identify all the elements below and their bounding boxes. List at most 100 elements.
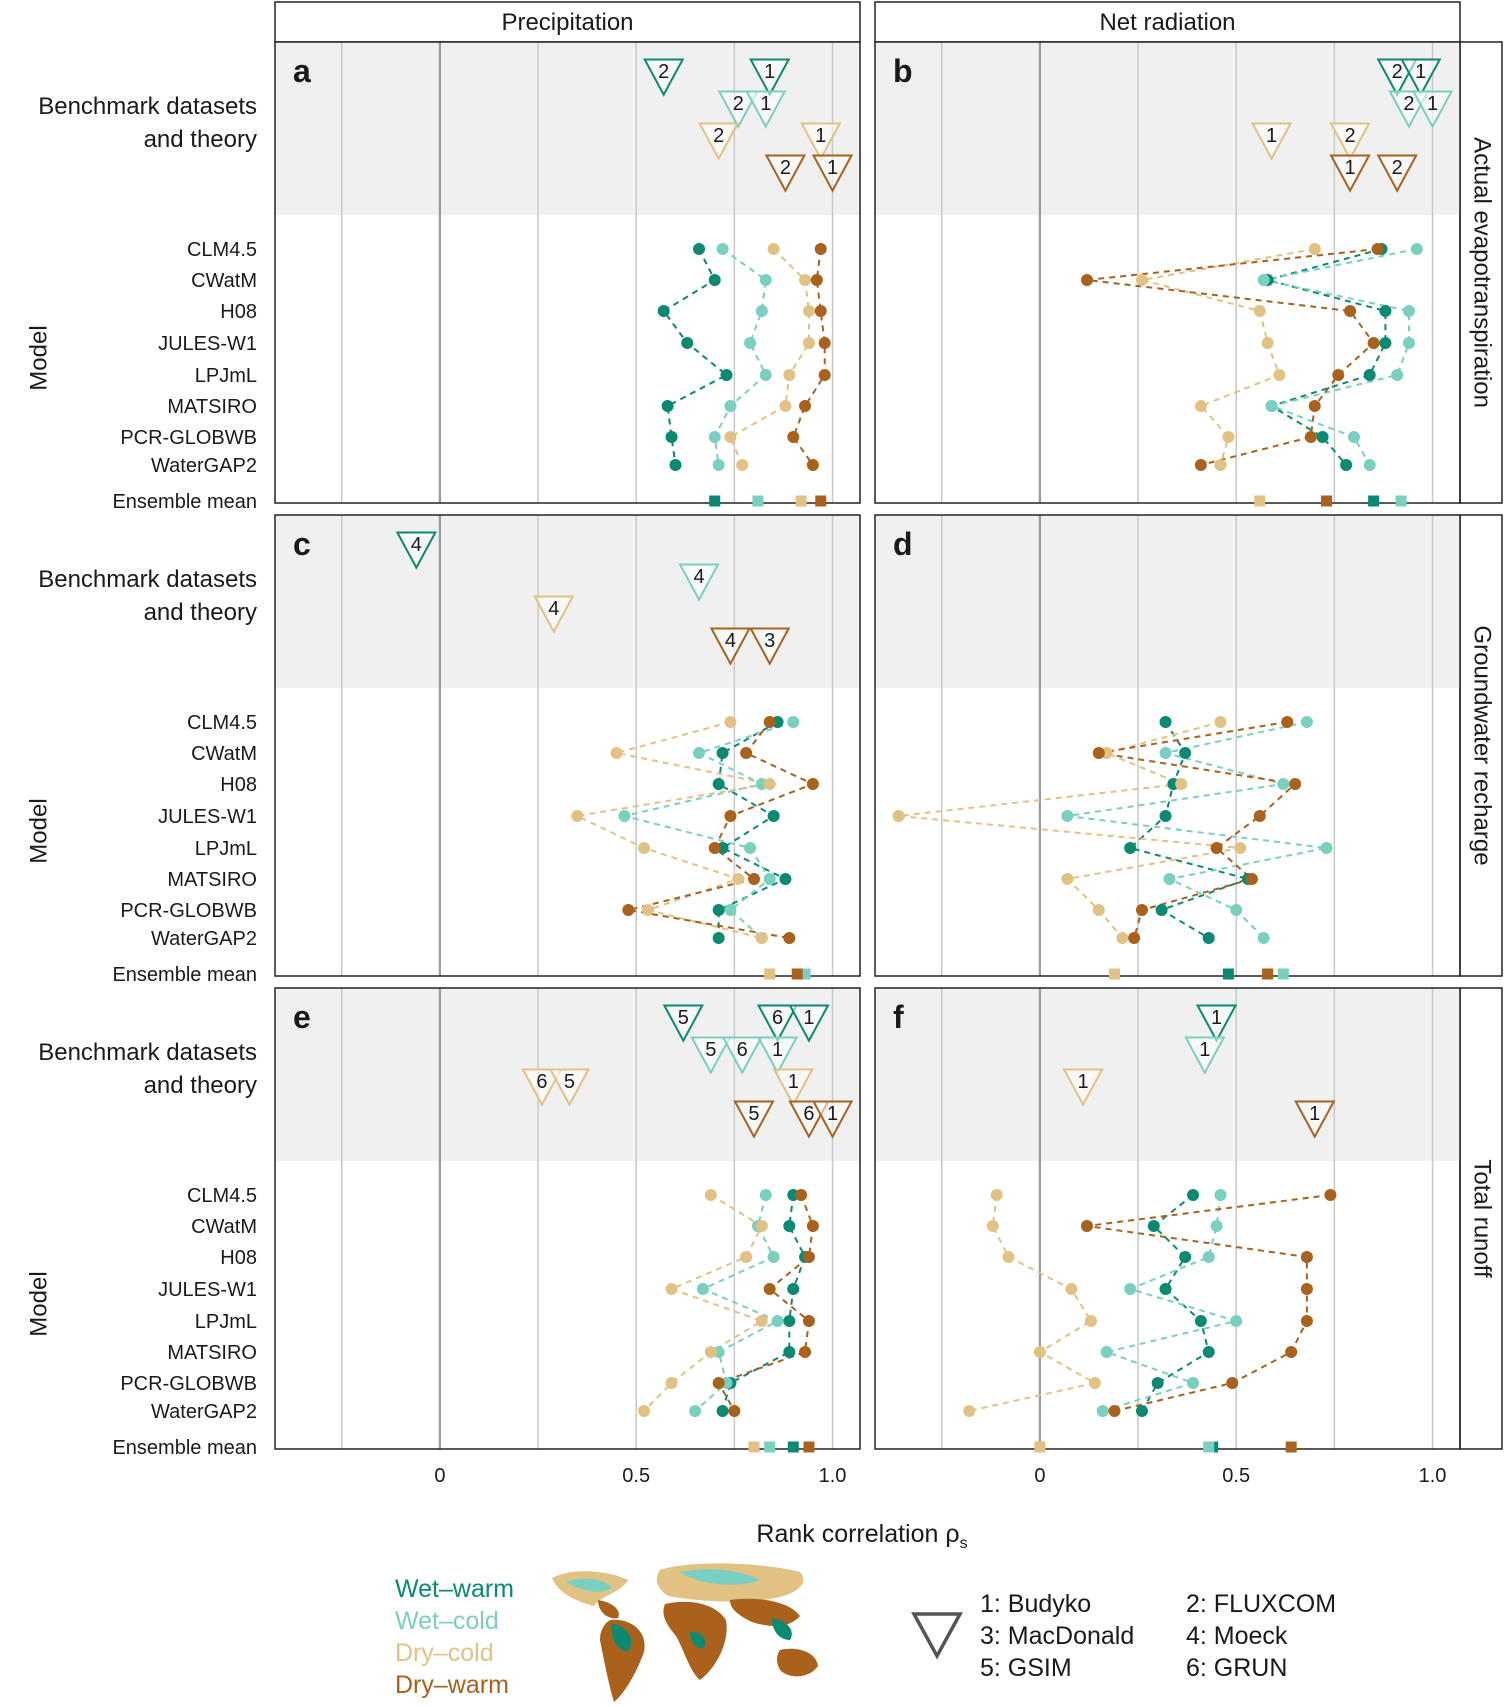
model-label: MATSIRO bbox=[167, 396, 257, 418]
ensemble-label: Ensemble mean bbox=[112, 491, 257, 513]
model-label: CLM4.5 bbox=[187, 712, 257, 734]
ensemble-mean-dry_warm bbox=[1321, 495, 1333, 507]
ensemble-mean-wet_cold bbox=[1277, 968, 1289, 980]
model-point-dry_cold bbox=[1061, 873, 1074, 885]
col-strip-box bbox=[274, 1, 861, 43]
panel-frame bbox=[274, 987, 861, 1450]
series-line-wet_cold bbox=[1263, 248, 1417, 466]
model-point-dry_warm bbox=[712, 1377, 725, 1389]
panel-frame bbox=[874, 514, 1461, 977]
series-line-dry_cold bbox=[898, 721, 1241, 939]
model-point-dry_warm bbox=[1371, 243, 1384, 255]
model-point-dry_cold bbox=[704, 1189, 717, 1201]
model-point-wet_cold bbox=[755, 305, 768, 317]
benchmark-triangle-dry_warm bbox=[1294, 1100, 1336, 1139]
model-label: MATSIRO bbox=[167, 1342, 257, 1364]
benchmark-triangle-wet_warm bbox=[788, 1004, 830, 1043]
model-point-wet_cold bbox=[1391, 369, 1404, 381]
model-point-dry_cold bbox=[736, 459, 749, 471]
model-point-wet_cold bbox=[716, 243, 729, 255]
model-point-dry_cold bbox=[732, 873, 745, 885]
model-point-dry_warm bbox=[806, 459, 819, 471]
model-label: LPJmL bbox=[195, 365, 257, 387]
benchmark-id: 2 bbox=[1392, 157, 1403, 179]
model-point-wet_cold bbox=[1277, 778, 1290, 790]
model-point-dry_cold bbox=[755, 1220, 768, 1232]
benchmark-triangle-wet_warm bbox=[643, 58, 685, 97]
model-point-dry_warm bbox=[1135, 904, 1148, 916]
model-point-wet_warm bbox=[783, 1220, 796, 1232]
model-label: H08 bbox=[220, 301, 257, 323]
model-point-wet_cold bbox=[1163, 873, 1176, 885]
benchmark-band bbox=[875, 988, 1460, 1161]
model-point-wet_warm bbox=[783, 1346, 796, 1358]
model-point-dry_cold bbox=[740, 1251, 753, 1263]
model-point-wet_warm bbox=[716, 1405, 729, 1417]
model-point-dry_warm bbox=[1245, 873, 1258, 885]
model-point-wet_warm bbox=[1379, 305, 1392, 317]
model-point-wet_cold bbox=[759, 369, 772, 381]
model-point-wet_cold bbox=[1402, 305, 1415, 317]
bench-label-line2: and theory bbox=[144, 126, 257, 153]
model-label: WaterGAP2 bbox=[151, 455, 257, 477]
benchmark-id: 5 bbox=[705, 1039, 716, 1061]
model-point-dry_warm bbox=[763, 716, 776, 728]
model-point-dry_cold bbox=[963, 1405, 976, 1417]
panel-letter: d bbox=[893, 526, 913, 562]
model-point-wet_cold bbox=[618, 810, 631, 822]
benchmark-id: 1 bbox=[1211, 1007, 1222, 1029]
panel-letter: f bbox=[893, 999, 904, 1035]
x-axis-title: Rank correlation ρs bbox=[756, 1520, 967, 1552]
model-point-wet_warm bbox=[1159, 1283, 1172, 1295]
benchmark-triangle-dry_cold bbox=[1062, 1068, 1104, 1107]
row-strip-box bbox=[1459, 41, 1503, 504]
col-strip-label: Precipitation bbox=[501, 9, 633, 36]
model-point-wet_warm bbox=[1147, 1220, 1160, 1232]
benchmark-triangle-dry_warm bbox=[709, 627, 752, 666]
model-point-wet_warm bbox=[767, 810, 780, 822]
benchmark-triangle-wet_cold bbox=[721, 1036, 763, 1075]
col-strip-label: Net radiation bbox=[1099, 9, 1235, 36]
ensemble-mean-wet_cold bbox=[764, 1441, 776, 1453]
model-point-wet_warm bbox=[1135, 1405, 1148, 1417]
model-point-dry_warm bbox=[802, 1251, 815, 1263]
benchmark-triangle-wet_cold bbox=[1184, 1036, 1226, 1075]
model-point-dry_warm bbox=[787, 431, 800, 443]
benchmark-id: 1 bbox=[1345, 157, 1356, 179]
benchmark-id: 2 bbox=[713, 125, 724, 147]
model-point-wet_warm bbox=[669, 459, 682, 471]
bench-label-line1: Benchmark datasets bbox=[38, 1039, 257, 1066]
model-point-dry_warm bbox=[799, 1346, 812, 1358]
model-point-dry_cold bbox=[704, 1346, 717, 1358]
model-point-wet_warm bbox=[1151, 1377, 1164, 1389]
model-point-wet_warm bbox=[1363, 369, 1376, 381]
benchmark-triangle-wet_warm bbox=[662, 1004, 705, 1043]
model-point-wet_cold bbox=[724, 400, 737, 412]
x-tick-label: 0.5 bbox=[622, 1465, 650, 1487]
benchmark-triangle-dry_warm bbox=[1376, 154, 1418, 193]
model-point-wet_warm bbox=[708, 274, 721, 286]
model-point-wet_warm bbox=[1179, 747, 1192, 759]
model-label: CWatM bbox=[191, 1216, 257, 1238]
benchmark-triangle-wet_warm bbox=[756, 1004, 799, 1043]
model-point-dry_cold bbox=[1234, 842, 1247, 854]
series-line-dry_warm bbox=[1086, 1194, 1331, 1412]
ensemble-mean-dry_cold bbox=[764, 968, 776, 980]
model-point-wet_cold bbox=[1100, 1346, 1113, 1358]
model-point-dry_cold bbox=[1308, 243, 1321, 255]
benchmark-triangle-wet_cold bbox=[745, 90, 787, 129]
model-label: PCR-GLOBWB bbox=[120, 1373, 257, 1395]
model-point-wet_cold bbox=[767, 1251, 780, 1263]
model-point-dry_warm bbox=[806, 1220, 819, 1232]
model-point-wet_warm bbox=[712, 904, 725, 916]
panel-frame bbox=[874, 41, 1461, 504]
model-point-wet_cold bbox=[689, 1405, 702, 1417]
benchmark-triangle-wet_warm bbox=[395, 531, 438, 570]
model-point-wet_warm bbox=[1202, 932, 1215, 944]
model-point-dry_cold bbox=[802, 337, 815, 349]
model-point-wet_cold bbox=[1230, 904, 1243, 916]
panel-d: d bbox=[874, 514, 1461, 980]
model-point-wet_warm bbox=[681, 337, 694, 349]
model-label: JULES-W1 bbox=[158, 806, 257, 828]
panel-letter: c bbox=[293, 526, 311, 562]
